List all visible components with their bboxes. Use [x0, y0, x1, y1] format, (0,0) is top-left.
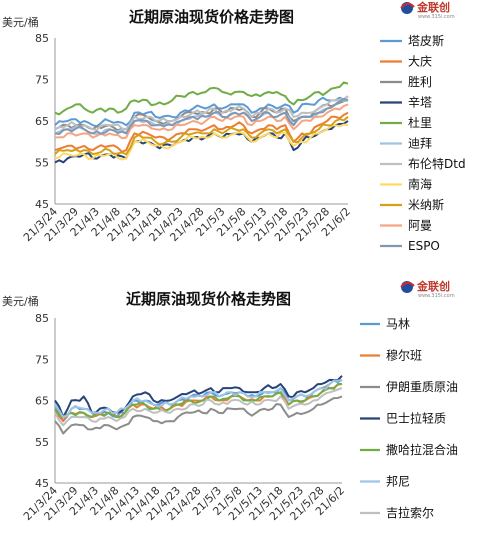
y-axis-label: 美元/桶	[2, 15, 39, 29]
series-line-6	[54, 378, 343, 418]
legend-entry: 南海	[408, 177, 432, 192]
price-chart-top: 近期原油现货价格走势图美元/桶455565758521/3/2421/3/292…	[2, 0, 466, 253]
series-line-11	[54, 97, 349, 135]
legend-entry: 布伦特Dtd	[408, 156, 466, 171]
legend-entry: 撒哈拉混合油	[386, 442, 458, 457]
brand-name: 金联创	[416, 0, 450, 14]
legend-entry: 穆尔班	[386, 348, 422, 363]
chart-title: 近期原油现货价格走势图	[129, 8, 294, 26]
legend-entry: 大庆	[408, 55, 432, 69]
chart-panel-top: 近期原油现货价格走势图 美元/桶 45 55 65 75 85 21/3/24 21/3/29 2…	[2, 0, 466, 253]
series-line-4	[54, 375, 343, 418]
series-line-7	[54, 387, 343, 427]
y-axis-label: 美元/桶	[2, 294, 39, 308]
series-line-5	[54, 383, 342, 419]
y-tick-label: 75	[35, 353, 49, 366]
y-tick-label: 85	[35, 312, 49, 325]
legend-entry: 吉拉索尔	[386, 505, 434, 520]
brand-url: www.315i.com	[418, 293, 455, 299]
legend-entry: 辛塔	[408, 96, 432, 110]
y-tick-label: 75	[35, 74, 49, 87]
y-tick-label: 65	[35, 395, 49, 408]
legend-entry: 阿曼	[408, 219, 432, 233]
y-tick-label: 85	[35, 32, 49, 45]
brand-url: www.315i.com	[418, 14, 455, 20]
legend-entry: 伊朗重质原油	[386, 380, 458, 394]
legend-entry: 巴士拉轻质	[386, 411, 446, 426]
chart-panel-bottom: 近期原油现货价格走势图 美元/桶 45 55 65 75 85 21/3/24 21/3/29 2…	[0, 280, 491, 548]
legend-entry: 迪拜	[408, 137, 432, 151]
y-tick-label: 45	[35, 477, 49, 490]
legend-entry: 胜利	[408, 74, 432, 89]
legend-entry: 塔皮斯	[408, 34, 444, 48]
series-line-7	[54, 95, 349, 131]
legend-entry: 米纳斯	[408, 198, 444, 212]
series-line-2	[54, 111, 349, 153]
series-line-10	[54, 103, 349, 140]
y-tick-label: 65	[35, 115, 49, 128]
series-line-8	[54, 123, 349, 161]
y-tick-label: 55	[35, 157, 49, 170]
brand-name: 金联创	[416, 280, 450, 293]
chart-title: 近期原油现货价格走势图	[126, 290, 291, 308]
series-line-5	[54, 81, 349, 116]
legend-entry: ESPO	[408, 239, 440, 253]
legend-entry: 杜里	[408, 115, 432, 130]
series-line-1	[54, 95, 349, 128]
legend-entry: 邦尼	[386, 475, 410, 489]
y-tick-label: 45	[35, 198, 49, 211]
price-chart-bottom: 近期原油现货价格走势图美元/桶455565758521/3/2421/3/292…	[2, 280, 458, 523]
legend-entry: 马林	[386, 317, 410, 331]
series-line-3	[54, 395, 343, 435]
series-line-9	[54, 116, 349, 156]
y-tick-label: 55	[35, 436, 49, 449]
